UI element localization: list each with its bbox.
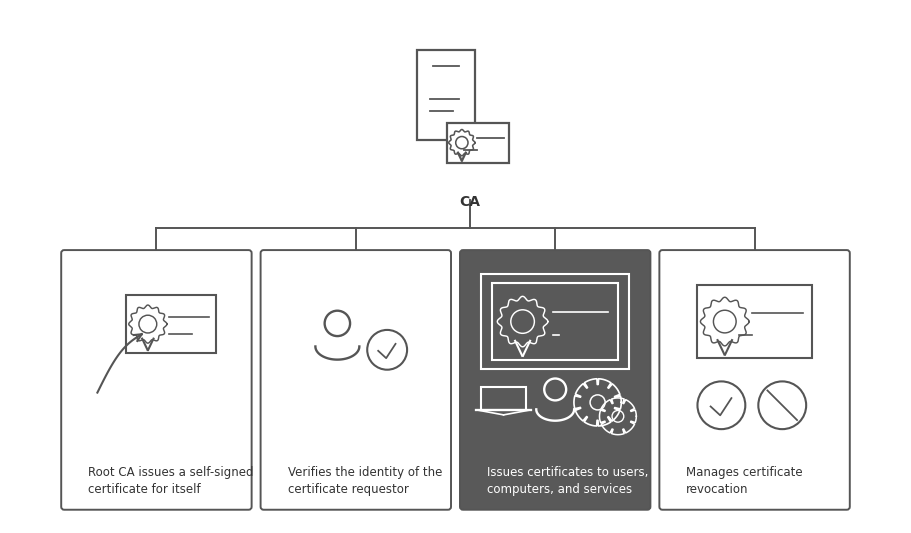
Text: Verifies the identity of the
certificate requestor: Verifies the identity of the certificate…	[288, 466, 442, 496]
FancyBboxPatch shape	[61, 250, 251, 510]
Text: Issues certificates to users,
computers, and services: Issues certificates to users, computers,…	[487, 466, 649, 496]
Bar	[127, 295, 216, 353]
Bar	[493, 284, 618, 360]
Text: Root CA issues a self-signed
certificate for itself: Root CA issues a self-signed certificate…	[88, 466, 253, 496]
Bar	[417, 50, 475, 140]
Bar	[481, 387, 526, 410]
FancyBboxPatch shape	[660, 250, 850, 510]
FancyBboxPatch shape	[460, 250, 650, 510]
Bar	[447, 123, 509, 163]
Bar	[697, 285, 812, 358]
FancyBboxPatch shape	[261, 250, 451, 510]
Text: CA: CA	[459, 196, 480, 209]
Bar	[481, 274, 629, 369]
Text: Manages certificate
revocation: Manages certificate revocation	[686, 466, 803, 496]
